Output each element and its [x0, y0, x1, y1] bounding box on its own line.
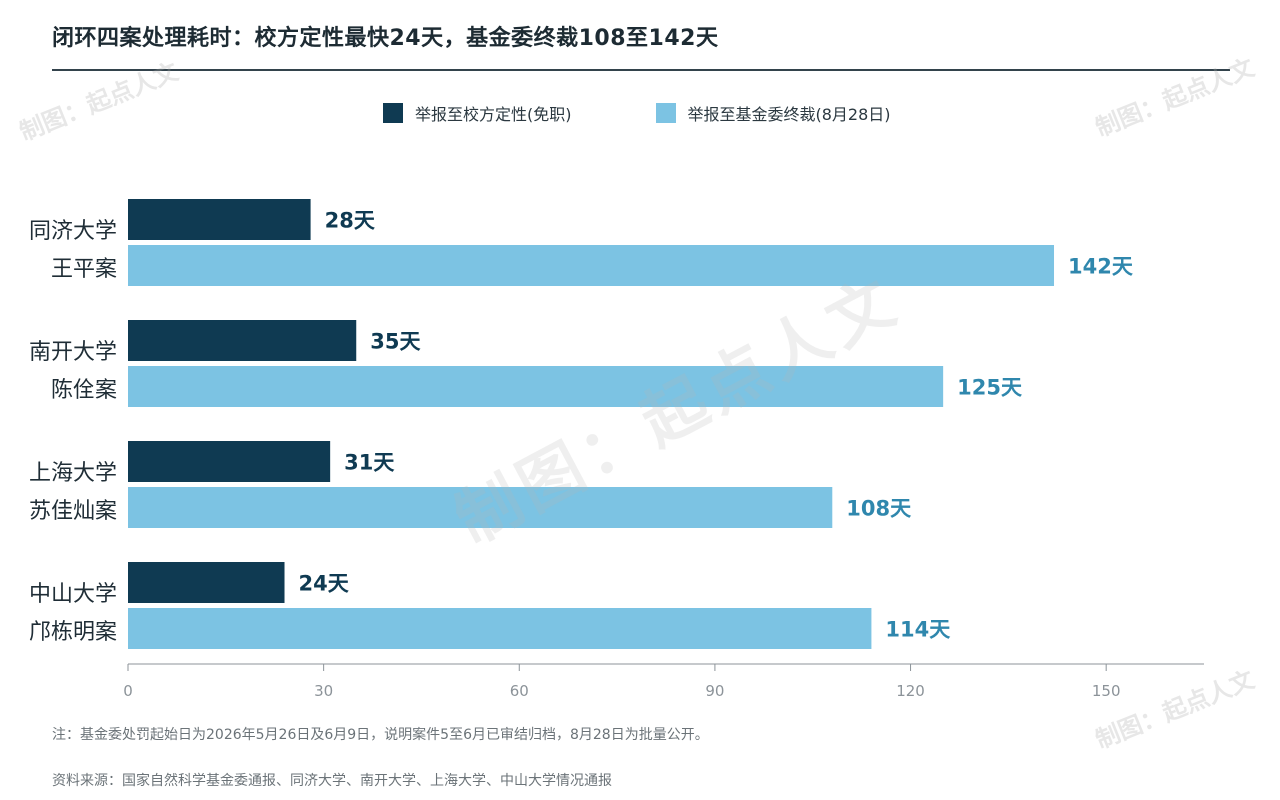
category-label: 邝栋明案	[29, 620, 117, 645]
source-note: 资料来源：国家自然科学基金委通报、同济大学、南开大学、上海大学、中山大学情况通报	[52, 773, 612, 789]
bar-value-label: 108天	[846, 497, 912, 521]
title-divider	[52, 69, 1230, 71]
legend: 举报至校方定性(免职) 举报至基金委终裁(8月28日)	[383, 101, 975, 125]
legend-label-school: 举报至校方定性(免职)	[415, 105, 572, 124]
bar-value-label: 28天	[325, 209, 376, 233]
category-label: 陈佺案	[51, 378, 117, 403]
x-tick-label: 60	[510, 682, 529, 700]
x-tick-label: 90	[705, 682, 724, 700]
category-label: 中山大学	[29, 582, 117, 607]
bar-nsfc	[128, 245, 1055, 286]
bar-value-label: 24天	[299, 572, 350, 596]
legend-item-nsfc: 举报至基金委终裁(8月28日)	[655, 101, 891, 125]
category-label: 同济大学	[29, 219, 117, 244]
bar-school	[128, 562, 285, 603]
bar-school	[128, 199, 311, 240]
footnote: 注：基金委处罚起始日为2026年5月26日及6月9日，说明案件5至6月已审结归档…	[52, 727, 709, 743]
legend-swatch-light	[655, 103, 676, 123]
bar-nsfc	[128, 608, 872, 649]
x-tick-label: 120	[896, 682, 925, 700]
bar-school	[128, 441, 331, 482]
bar-value-label: 35天	[370, 330, 421, 354]
category-label: 南开大学	[29, 340, 117, 365]
x-tick-label: 30	[314, 682, 333, 700]
legend-swatch-dark	[383, 103, 403, 123]
bar-nsfc	[128, 487, 833, 528]
bar-school	[128, 320, 357, 361]
legend-item-school: 举报至校方定性(免职)	[383, 101, 572, 125]
bar-value-label: 114天	[885, 618, 951, 642]
bar-value-label: 31天	[344, 451, 395, 475]
category-label: 王平案	[51, 257, 117, 282]
x-tick-label: 150	[1092, 682, 1121, 700]
x-tick-label: 0	[123, 682, 133, 700]
chart-title: 闭环四案处理耗时：校方定性最快24天，基金委终裁108至142天	[52, 26, 719, 51]
bar-value-label: 142天	[1068, 255, 1134, 279]
bar-nsfc	[128, 366, 944, 407]
category-label: 上海大学	[29, 461, 117, 486]
bar-value-label: 125天	[957, 376, 1023, 400]
category-label: 苏佳灿案	[29, 499, 117, 524]
legend-label-nsfc: 举报至基金委终裁(8月28日)	[687, 105, 891, 124]
